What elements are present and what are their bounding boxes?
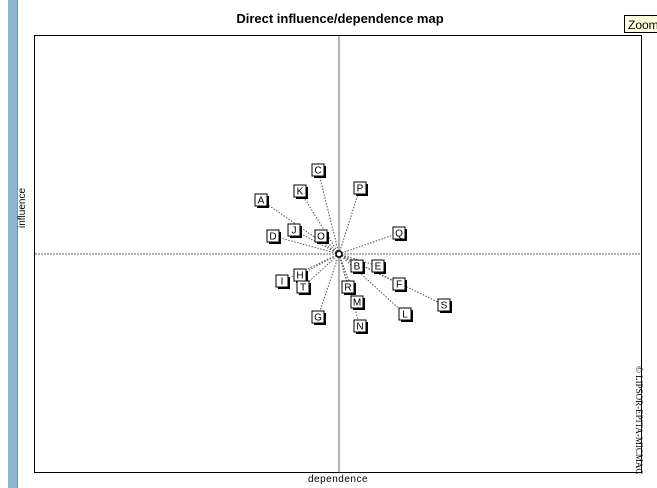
variable-points-group: A B C D E F G H I J K L M N O P Q R S T	[254, 163, 452, 334]
variable-box	[371, 259, 385, 273]
variable-box	[311, 163, 325, 177]
variable-box	[392, 226, 406, 240]
variable-box	[437, 298, 451, 312]
variable-box	[350, 259, 364, 273]
variable-point-j[interactable]: J	[287, 223, 302, 238]
variable-point-g[interactable]: G	[311, 310, 326, 325]
variable-label: O	[317, 232, 325, 243]
window-side-bar	[8, 0, 18, 488]
variable-label: S	[441, 301, 448, 312]
link-line-t	[302, 253, 340, 288]
variable-box	[287, 223, 301, 237]
link-line-a	[260, 199, 340, 255]
link-line-c	[317, 169, 340, 255]
variable-label: F	[396, 280, 402, 291]
variable-label: J	[292, 226, 297, 237]
variable-point-p[interactable]: P	[353, 181, 368, 196]
variable-label: T	[300, 283, 306, 294]
watermark: © LIPSOR-EPITA-MICMAC	[634, 366, 644, 475]
variable-point-c[interactable]: C	[311, 163, 326, 178]
variable-label: H	[296, 271, 303, 282]
variable-point-n[interactable]: N	[353, 319, 368, 334]
variable-box	[254, 193, 268, 207]
variable-label: B	[354, 262, 361, 273]
variable-box	[311, 310, 325, 324]
variable-label: I	[281, 277, 284, 288]
variable-label: D	[269, 232, 276, 243]
variable-point-i[interactable]: I	[275, 274, 290, 289]
variable-label: Q	[395, 229, 403, 240]
variable-label: M	[353, 298, 361, 309]
variable-point-t[interactable]: T	[296, 280, 311, 295]
variable-label: L	[402, 310, 408, 321]
variable-point-b[interactable]: B	[350, 259, 365, 274]
variable-label: R	[344, 283, 351, 294]
variable-point-k[interactable]: K	[293, 184, 308, 199]
x-axis-label: dependence	[307, 474, 369, 485]
variable-label: G	[314, 313, 322, 324]
y-axis-label: influence	[16, 188, 76, 228]
link-line-i	[281, 253, 340, 282]
variable-box	[353, 181, 367, 195]
variable-point-m[interactable]: M	[350, 295, 365, 310]
variable-point-d[interactable]: D	[266, 229, 281, 244]
variable-box	[398, 307, 412, 321]
y-axis-label-text: influence	[17, 187, 28, 228]
variable-point-o[interactable]: O	[314, 229, 329, 244]
link-line-g	[317, 253, 340, 318]
variable-box	[296, 280, 310, 294]
variable-point-a[interactable]: A	[254, 193, 269, 208]
variable-box	[341, 280, 355, 294]
variable-box	[350, 295, 364, 309]
variable-box	[293, 184, 307, 198]
variable-point-e[interactable]: E	[371, 259, 386, 274]
link-line-q	[338, 232, 400, 255]
variable-box	[314, 229, 328, 243]
variable-label: E	[375, 262, 382, 273]
variable-label: P	[357, 184, 364, 195]
variable-label: K	[297, 187, 304, 198]
variable-point-q[interactable]: Q	[392, 226, 407, 241]
variable-point-h[interactable]: H	[293, 268, 308, 283]
link-line-p	[338, 187, 361, 255]
chart-title: Direct influence/dependence map	[236, 11, 444, 26]
variable-point-s[interactable]: S	[437, 298, 452, 313]
variable-box	[392, 277, 406, 291]
variable-box	[275, 274, 289, 288]
variable-box	[266, 229, 280, 243]
variable-label: C	[314, 166, 321, 177]
variable-point-r[interactable]: R	[341, 280, 356, 295]
link-line-k	[299, 190, 340, 255]
link-line-d	[272, 235, 340, 255]
variable-point-f[interactable]: F	[392, 277, 407, 292]
variable-point-l[interactable]: L	[398, 307, 413, 322]
variable-box	[353, 319, 367, 333]
zoom-button[interactable]: Zoom	[624, 15, 657, 33]
variable-label: A	[258, 196, 265, 207]
center-point-marker	[335, 250, 343, 258]
variable-label: N	[356, 322, 363, 333]
